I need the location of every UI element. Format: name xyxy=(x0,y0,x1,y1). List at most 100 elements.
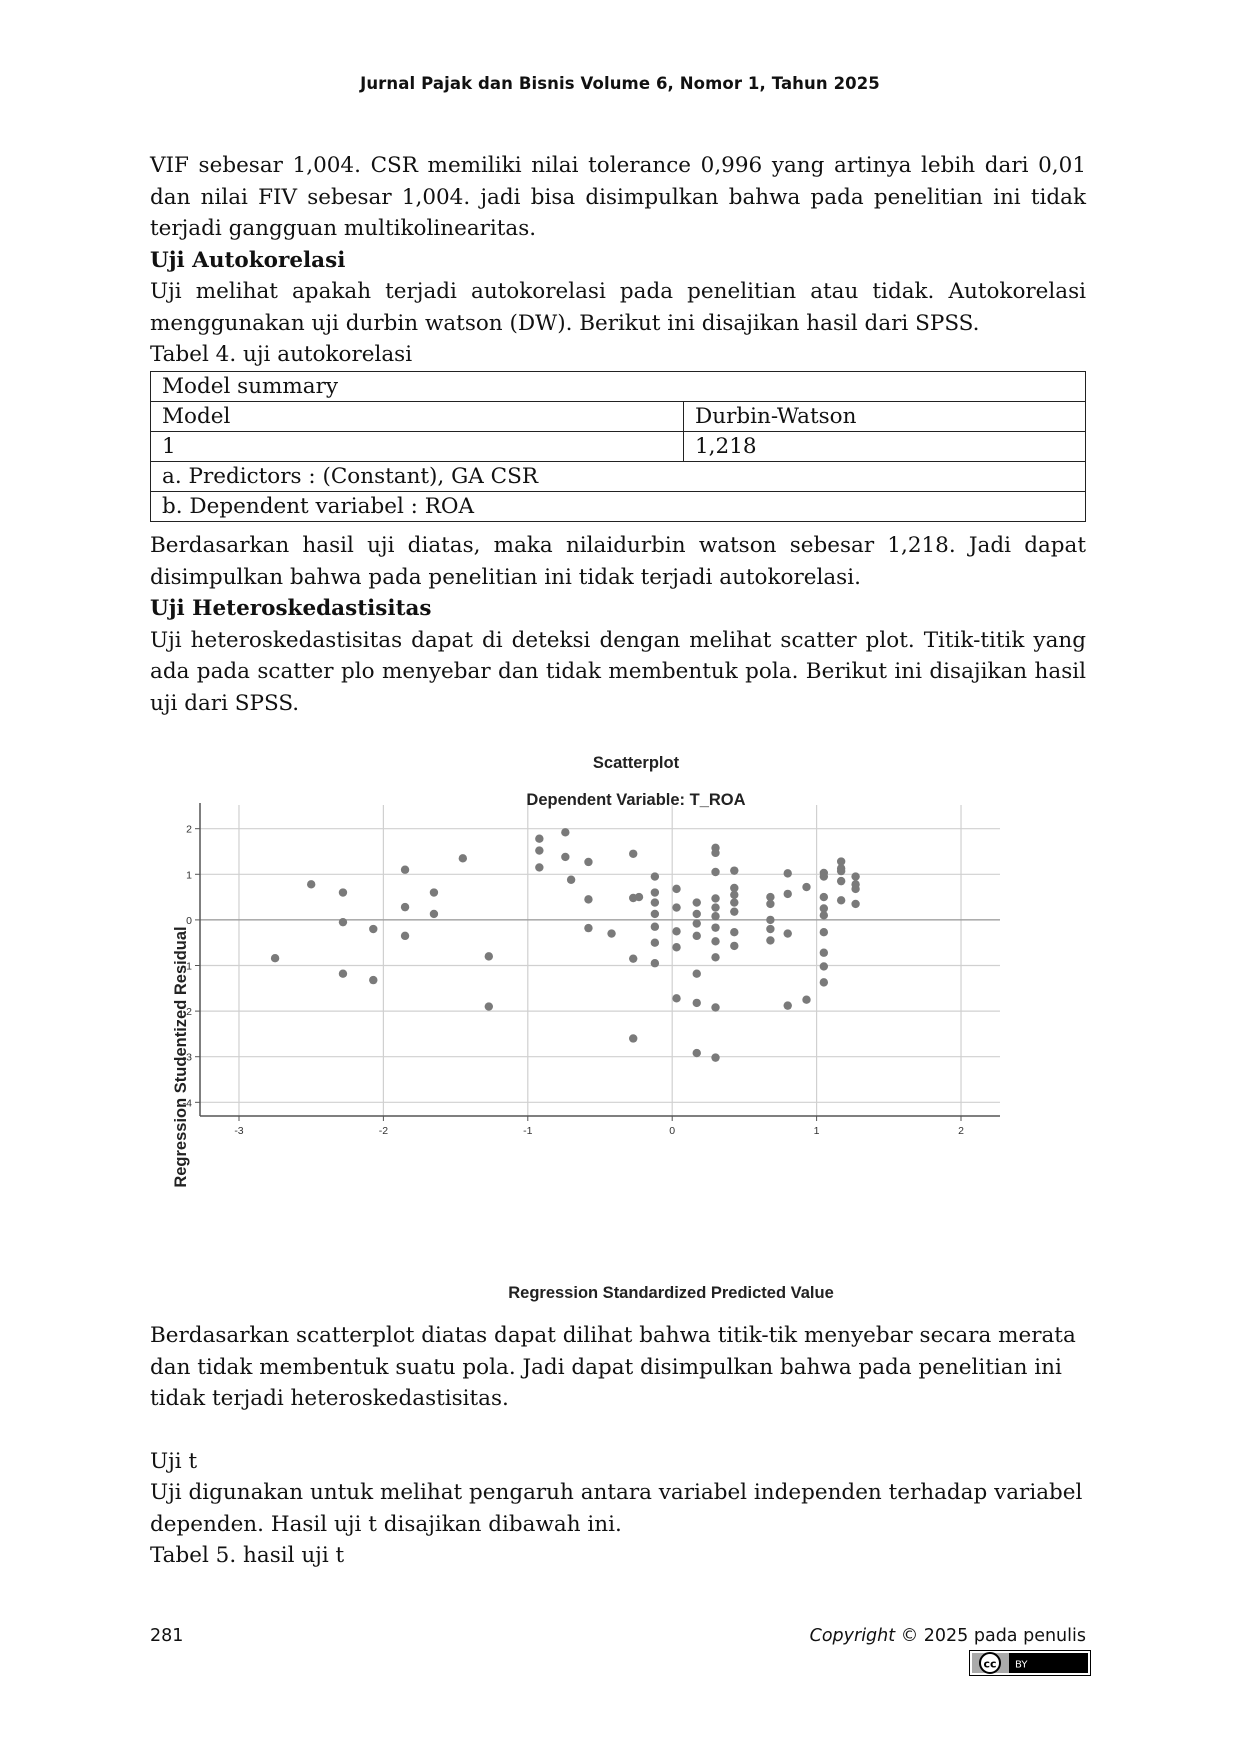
x-axis-label: Regression Standardized Predicted Value xyxy=(508,1284,834,1302)
section-uji-t: Berdasarkan scatterplot diatas dapat dil… xyxy=(150,1320,1086,1572)
scatter-point xyxy=(672,903,681,912)
chart-tick-labels: -3 -2 -1 0 1 2 2 1 0 -1 -2 -3 -4 xyxy=(183,824,964,1137)
scatter-point xyxy=(561,852,570,862)
table-row: a. Predictors : (Constant), GA CSR xyxy=(150,460,1086,492)
scatter-point xyxy=(650,938,660,947)
cell-model: 1 xyxy=(150,430,684,462)
y-tick-label: -1 xyxy=(183,961,192,973)
scatter-point xyxy=(802,995,811,1004)
scatter-point xyxy=(692,1048,701,1058)
chart-title: Scatterplot xyxy=(593,754,680,772)
scatter-point xyxy=(851,884,860,894)
scatter-point xyxy=(692,969,701,978)
table-row: b. Dependent variabel : ROA xyxy=(150,490,1086,522)
scatter-point xyxy=(400,865,410,874)
y-tick-label: -3 xyxy=(183,1052,192,1064)
x-tick-label: -2 xyxy=(379,1125,388,1137)
scatter-point xyxy=(730,883,739,893)
chart-axes xyxy=(195,803,1000,1121)
chart-points xyxy=(270,828,860,1062)
scatter-point xyxy=(711,848,720,858)
column-header-model: Model xyxy=(150,400,684,432)
page-number: 281 xyxy=(150,1626,184,1646)
y-tick-label: -4 xyxy=(183,1097,192,1109)
table5-caption: Tabel 5. hasil uji t xyxy=(150,1543,345,1568)
scatter-point xyxy=(802,882,811,892)
scatter-point xyxy=(306,880,316,889)
scatter-point xyxy=(836,866,846,876)
section-heteroskedastisitas: Berdasarkan hasil uji diatas, maka nilai… xyxy=(150,530,1086,719)
y-tick-label: 0 xyxy=(186,915,192,927)
scatter-point xyxy=(692,898,701,907)
scatter-point xyxy=(629,954,638,963)
scatter-point xyxy=(711,903,720,912)
scatterplot-chart: Scatterplot Dependent Variable: T_ROA -3… xyxy=(172,754,1000,1302)
paragraph-multikolinearitas: VIF sebesar 1,004. CSR memiliki nilai to… xyxy=(150,153,1086,241)
scatter-point xyxy=(819,928,829,937)
paragraph-uji-t-intro: Uji digunakan untuk melihat pengaruh ant… xyxy=(150,1480,1083,1537)
scatter-point xyxy=(692,919,701,928)
scatter-point xyxy=(819,904,829,913)
scatter-point xyxy=(730,928,739,937)
note-dependent: b. Dependent variabel : ROA xyxy=(150,490,1086,522)
x-tick-label: -1 xyxy=(523,1125,532,1137)
cc-logo-text: cc xyxy=(983,1658,996,1671)
scatter-point xyxy=(730,866,739,875)
table-row: Model Durbin-Watson xyxy=(150,400,1086,432)
scatter-point xyxy=(730,890,739,900)
scatter-point xyxy=(692,909,701,919)
x-tick-label: 2 xyxy=(958,1125,964,1137)
scatter-point xyxy=(766,924,775,934)
scatter-point xyxy=(400,902,410,912)
scatter-point xyxy=(672,884,681,894)
scatter-point xyxy=(819,962,829,971)
heading-uji-t: Uji t xyxy=(150,1448,198,1474)
scatter-point xyxy=(650,959,660,968)
running-header: Jurnal Pajak dan Bisnis Volume 6, Nomor … xyxy=(360,74,880,93)
chart-subtitle: Dependent Variable: T_ROA xyxy=(526,791,745,809)
paragraph-heteroskedastisitas-intro: Uji heteroskedastisitas dapat di deteksi… xyxy=(150,627,1086,716)
scatter-point xyxy=(672,927,681,936)
scatter-point xyxy=(836,857,846,866)
table-title-cell: Model summary xyxy=(150,370,1086,402)
scatter-point xyxy=(819,978,829,987)
scatter-point xyxy=(711,1003,720,1012)
scatter-point xyxy=(819,872,829,881)
scatter-point xyxy=(535,863,544,872)
scatter-point xyxy=(819,948,829,957)
scatter-point xyxy=(634,892,644,902)
scatter-point xyxy=(819,892,829,902)
y-tick-label: 1 xyxy=(186,869,192,881)
scatter-point xyxy=(711,923,720,932)
scatter-point xyxy=(711,1053,720,1062)
scatter-point xyxy=(711,894,720,903)
scatter-point xyxy=(270,954,280,963)
scatter-point xyxy=(369,924,378,934)
scatter-point xyxy=(783,1001,792,1010)
scatter-point xyxy=(766,899,775,909)
scatter-point xyxy=(650,922,660,931)
scatter-point xyxy=(836,896,846,905)
section-autokorelasi: VIF sebesar 1,004. CSR memiliki nilai to… xyxy=(150,150,1086,522)
scatter-point xyxy=(836,876,846,886)
x-tick-label: 1 xyxy=(814,1125,820,1137)
scatter-point xyxy=(711,912,720,921)
scatter-point xyxy=(429,888,439,897)
chart-grid xyxy=(200,805,1000,1116)
scatter-point xyxy=(783,929,792,938)
scatter-point xyxy=(650,909,660,919)
scatter-point xyxy=(535,846,544,855)
scatter-point xyxy=(535,834,544,843)
scatter-point xyxy=(629,1034,638,1043)
scatter-point xyxy=(400,931,410,941)
heading-uji-heteroskedastisitas: Uji Heteroskedastisitas xyxy=(150,596,432,621)
column-header-durbin-watson: Durbin-Watson xyxy=(683,400,1086,432)
scatter-point xyxy=(566,875,576,884)
scatter-point xyxy=(607,929,616,938)
by-logo-text: BY xyxy=(1015,1660,1028,1671)
scatter-point xyxy=(766,936,775,945)
copyright-text: © 2025 pada penulis xyxy=(900,1626,1086,1646)
y-axis-label: Regression Studentized Residual xyxy=(172,926,190,1187)
table-row: 1 1,218 xyxy=(150,430,1086,462)
